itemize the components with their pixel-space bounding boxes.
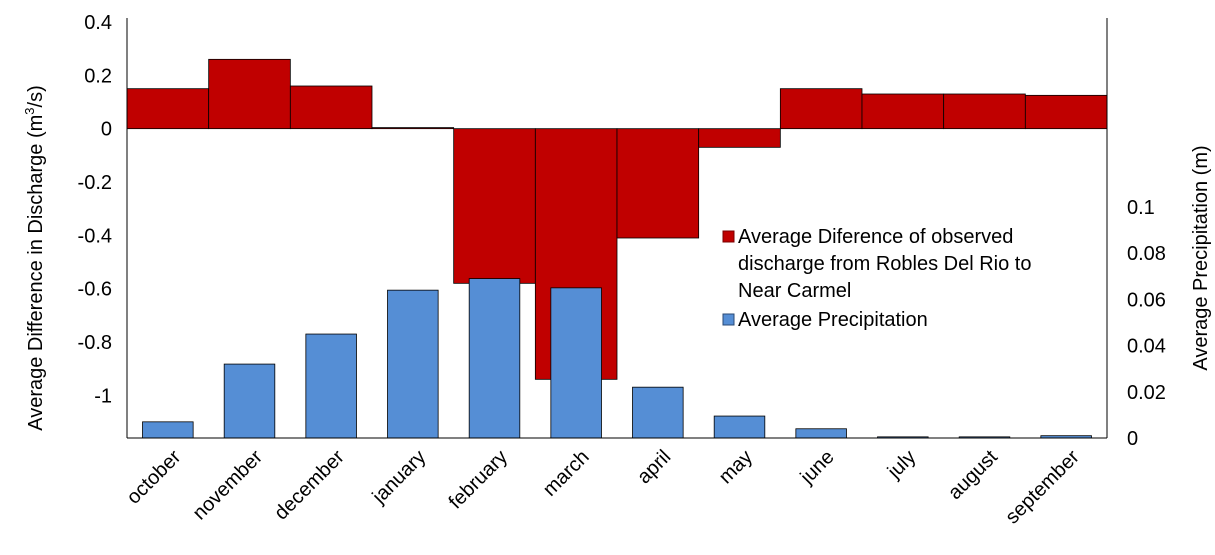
legend-discharge-line-3: Near Carmel xyxy=(738,280,851,302)
legend-discharge-line-2: discharge from Robles Del Rio to xyxy=(738,253,1031,275)
precipitation-bar-february xyxy=(468,278,521,439)
precipitation-bar-april xyxy=(632,386,684,439)
discharge-bar-september xyxy=(1024,94,1108,130)
discharge-bar-april xyxy=(616,128,700,239)
x-tick-label-march: march xyxy=(539,446,594,501)
precipitation-bar-march xyxy=(550,287,602,439)
legend: Average Diference of observed discharge … xyxy=(722,226,1037,331)
x-tick-label-may: may xyxy=(715,446,757,488)
discharge-bar-january xyxy=(371,127,455,130)
discharge-difference-bars xyxy=(126,58,1108,380)
left-tick-label: -0.8 xyxy=(78,332,112,354)
left-tick-label: -0.4 xyxy=(78,225,112,247)
right-axis-ticks: 0.1 0.08 0.06 0.04 0.02 0 xyxy=(1127,197,1166,450)
left-tick-label: 0.4 xyxy=(84,12,112,34)
right-tick-label: 0.1 xyxy=(1127,197,1155,219)
axes xyxy=(126,18,1108,439)
legend-swatch-discharge xyxy=(722,230,735,243)
discharge-bar-february xyxy=(453,128,536,284)
x-tick-label-december: december xyxy=(270,446,349,525)
precipitation-bars xyxy=(142,278,1092,439)
discharge-bar-july xyxy=(861,93,945,130)
precipitation-bar-january xyxy=(387,289,439,439)
x-tick-label-september: september xyxy=(1001,446,1084,529)
x-tick-label-august: august xyxy=(944,446,1002,504)
x-tick-label-january: january xyxy=(368,446,431,509)
left-tick-label: 0.2 xyxy=(84,65,112,87)
precipitation-bar-june xyxy=(795,428,847,439)
precipitation-bar-december xyxy=(305,333,357,439)
x-tick-label-april: april xyxy=(633,446,675,488)
right-tick-label: 0 xyxy=(1127,428,1138,450)
right-tick-label: 0.04 xyxy=(1127,336,1166,358)
discharge-bar-june xyxy=(779,88,863,130)
discharge-bar-december xyxy=(289,85,373,130)
left-axis-title: Average Difference in Discharge (m3/s) xyxy=(22,85,47,431)
legend-label-discharge: Average Diference of observed discharge … xyxy=(738,226,1037,302)
right-tick-label: 0.06 xyxy=(1127,289,1166,311)
legend-precipitation-line-1: Average Precipitation xyxy=(738,309,928,331)
x-tick-label-february: february xyxy=(445,446,512,513)
right-tick-label: 0.02 xyxy=(1127,382,1166,404)
discharge-bar-may xyxy=(698,128,781,148)
left-tick-label: 0 xyxy=(101,119,112,141)
legend-swatch-precipitation xyxy=(722,313,735,326)
left-tick-label: -1 xyxy=(94,385,112,407)
precipitation-bar-october xyxy=(142,421,194,439)
discharge-bar-august xyxy=(943,93,1026,130)
legend-discharge-line-1: Average Diference of observed xyxy=(738,226,1013,248)
x-tick-label-november: november xyxy=(189,446,268,525)
x-tick-label-october: october xyxy=(123,446,186,509)
left-tick-label: -0.6 xyxy=(78,279,112,301)
discharge-bar-november xyxy=(208,58,291,130)
precipitation-bar-november xyxy=(223,363,276,439)
x-tick-label-july: july xyxy=(883,446,920,483)
left-tick-label: -0.2 xyxy=(78,172,112,194)
x-tick-label-june: june xyxy=(796,446,839,489)
discharge-bar-october xyxy=(126,88,210,130)
right-tick-label: 0.08 xyxy=(1127,243,1166,265)
precipitation-bar-may xyxy=(713,415,766,439)
legend-label-precipitation: Average Precipitation xyxy=(738,309,928,331)
right-axis-title: Average Precipitation (m) xyxy=(1190,145,1212,370)
x-axis-ticks: october november december january february ma… xyxy=(123,446,1084,529)
left-axis-ticks: 0.4 0.2 0 -0.2 -0.4 -0.6 -0.8 -1 xyxy=(78,12,112,407)
